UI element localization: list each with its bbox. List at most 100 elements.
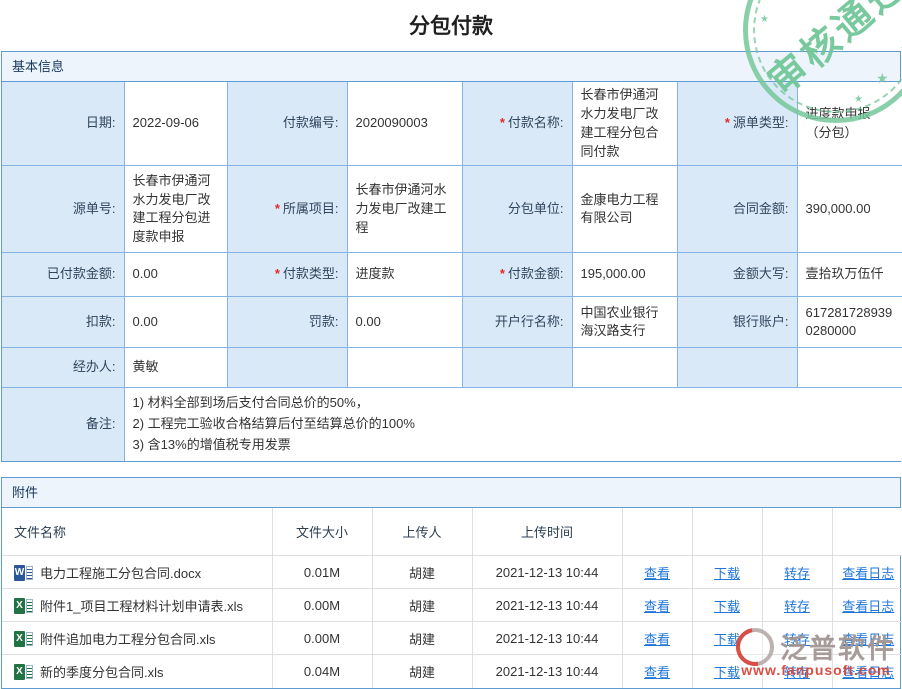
view-log-cell: 查看日志 bbox=[831, 555, 902, 590]
required-marker: * bbox=[724, 115, 730, 131]
excel-file-icon: X bbox=[14, 597, 33, 614]
view-link[interactable]: 查看 bbox=[643, 565, 670, 581]
upload-time-cell: 2021-12-13 10:44 bbox=[471, 588, 623, 623]
label-text: 所属项目: bbox=[282, 200, 339, 216]
transfer-cell: 转存 bbox=[761, 621, 833, 656]
basic-info-section: 基本信息 日期: 2022-09-06 付款编号: 2020090003 * 付款… bbox=[1, 51, 902, 462]
label-text: 源单号: bbox=[72, 200, 116, 216]
table-row: 扣款: 0.00 罚款: 0.00 开户行名称: 中国农业银行海汉路支行 银行账… bbox=[1, 296, 902, 349]
field-label-payment-type: * 付款类型: bbox=[226, 252, 348, 298]
field-value-contract-amount: 390,000.00 bbox=[796, 165, 902, 254]
column-header-uploader: 上传人 bbox=[371, 507, 473, 557]
attachment-row: X 新的季度分包合同.xls 0.04M 胡建 2021-12-13 10:44 … bbox=[1, 654, 902, 689]
field-value-paid-amount: 0.00 bbox=[123, 252, 228, 298]
table-row: 源单号: 长春市伊通河水力发电厂改建工程分包进度款申报 * 所属项目: 长春市伊通… bbox=[1, 165, 902, 254]
view-log-cell: 查看日志 bbox=[831, 621, 902, 656]
view-link[interactable]: 查看 bbox=[643, 631, 670, 647]
word-file-icon: W bbox=[14, 564, 33, 581]
label-text: 已付款金额: bbox=[46, 266, 116, 282]
excel-icon-letter: X bbox=[14, 630, 25, 647]
label-text: 金额大写: bbox=[732, 266, 789, 282]
field-value-project: 长春市伊通河水力发电厂改建工程 bbox=[346, 165, 463, 254]
view-log-link[interactable]: 查看日志 bbox=[842, 598, 895, 614]
view-log-link[interactable]: 查看日志 bbox=[842, 631, 895, 647]
field-value-source-no: 长春市伊通河水力发电厂改建工程分包进度款申报 bbox=[123, 165, 228, 254]
attachments-section-header: 附件 bbox=[2, 477, 900, 508]
download-cell: 下载 bbox=[691, 555, 763, 590]
field-label-project: * 所属项目: bbox=[226, 165, 348, 254]
transfer-link[interactable]: 转存 bbox=[783, 665, 810, 681]
field-label-subcontract-unit: 分包单位: bbox=[461, 165, 573, 254]
transfer-link[interactable]: 转存 bbox=[783, 565, 810, 581]
view-log-cell: 查看日志 bbox=[831, 588, 902, 623]
basic-info-table: 日期: 2022-09-06 付款编号: 2020090003 * 付款名称: 长… bbox=[1, 81, 902, 462]
attachment-row: W 电力工程施工分包合同.docx 0.01M 胡建 2021-12-13 10:… bbox=[1, 555, 902, 590]
document-lines-icon bbox=[26, 631, 33, 646]
field-value-handler: 黄敏 bbox=[123, 347, 228, 389]
transfer-link[interactable]: 转存 bbox=[783, 631, 810, 647]
label-text: 付款类型: bbox=[282, 266, 339, 282]
empty-label-cell bbox=[676, 347, 798, 389]
label-text: 付款金额: bbox=[507, 266, 564, 282]
table-row: 已付款金额: 0.00 * 付款类型: 进度款 * 付款金额: 195,000.00… bbox=[1, 252, 902, 298]
label-text: 扣款: bbox=[85, 313, 116, 329]
file-name-cell: W 电力工程施工分包合同.docx bbox=[1, 555, 273, 590]
transfer-cell: 转存 bbox=[761, 588, 833, 623]
field-value-bank-account: 6172817289390280000 bbox=[796, 296, 902, 349]
view-link[interactable]: 查看 bbox=[643, 598, 670, 614]
file-size-cell: 0.00M bbox=[271, 621, 373, 656]
label-text: 开户行名称: bbox=[494, 313, 564, 329]
download-cell: 下载 bbox=[691, 588, 763, 623]
field-label-bank-account: 银行账户: bbox=[676, 296, 798, 349]
download-link[interactable]: 下载 bbox=[713, 598, 740, 614]
label-text: 银行账户: bbox=[732, 313, 789, 329]
field-label-paid-amount: 已付款金额: bbox=[1, 252, 125, 298]
transfer-link[interactable]: 转存 bbox=[783, 598, 810, 614]
file-size-cell: 0.00M bbox=[271, 588, 373, 623]
field-label-handler: 经办人: bbox=[1, 347, 125, 389]
basic-info-section-header: 基本信息 bbox=[2, 52, 900, 82]
uploader-cell: 胡建 bbox=[371, 621, 473, 656]
field-label-remark: 备注: bbox=[1, 387, 125, 462]
file-name: 电力工程施工分包合同.docx bbox=[40, 565, 202, 581]
field-value-payment-type: 进度款 bbox=[346, 252, 463, 298]
column-header-empty bbox=[691, 507, 763, 557]
view-cell: 查看 bbox=[621, 588, 693, 623]
download-cell: 下载 bbox=[691, 621, 763, 656]
label-text: 日期: bbox=[85, 115, 116, 131]
download-cell: 下载 bbox=[691, 654, 763, 689]
column-header-empty bbox=[621, 507, 693, 557]
view-cell: 查看 bbox=[621, 621, 693, 656]
column-header-file-name: 文件名称 bbox=[1, 507, 273, 557]
excel-file-icon: X bbox=[14, 630, 33, 647]
attachment-row: X 附件1_项目工程材料计划申请表.xls 0.00M 胡建 2021-12-13… bbox=[1, 588, 902, 623]
file-name-cell: X 附件追加电力工程分包合同.xls bbox=[1, 621, 273, 656]
required-marker: * bbox=[499, 266, 505, 282]
view-log-link[interactable]: 查看日志 bbox=[842, 665, 895, 681]
attachment-row: X 附件追加电力工程分包合同.xls 0.00M 胡建 2021-12-13 10… bbox=[1, 621, 902, 656]
empty-label-cell bbox=[461, 347, 573, 389]
field-label-date: 日期: bbox=[1, 81, 125, 167]
transfer-cell: 转存 bbox=[761, 654, 833, 689]
field-value-bank-name: 中国农业银行海汉路支行 bbox=[571, 296, 678, 349]
download-link[interactable]: 下载 bbox=[713, 631, 740, 647]
field-value-subcontract-unit: 金康电力工程有限公司 bbox=[571, 165, 678, 254]
required-marker: * bbox=[499, 115, 505, 131]
label-text: 分包单位: bbox=[507, 200, 564, 216]
word-icon-letter: W bbox=[14, 564, 25, 581]
view-link[interactable]: 查看 bbox=[643, 665, 670, 681]
column-header-empty bbox=[761, 507, 833, 557]
field-value-payment-amount: 195,000.00 bbox=[571, 252, 678, 298]
column-header-empty bbox=[831, 507, 902, 557]
field-label-payment-amount: * 付款金额: bbox=[461, 252, 573, 298]
excel-file-icon: X bbox=[14, 664, 33, 681]
document-lines-icon bbox=[26, 598, 33, 613]
download-link[interactable]: 下载 bbox=[713, 565, 740, 581]
empty-value-cell bbox=[796, 347, 902, 389]
excel-icon-letter: X bbox=[14, 664, 25, 681]
table-row: 备注: 1) 材料全部到场后支付合同总价的50%， 2) 工程完工验收合格结算后… bbox=[1, 387, 902, 462]
download-link[interactable]: 下载 bbox=[713, 665, 740, 681]
field-label-payment-no: 付款编号: bbox=[226, 81, 348, 167]
field-value-fine: 0.00 bbox=[346, 296, 463, 349]
view-log-link[interactable]: 查看日志 bbox=[842, 565, 895, 581]
